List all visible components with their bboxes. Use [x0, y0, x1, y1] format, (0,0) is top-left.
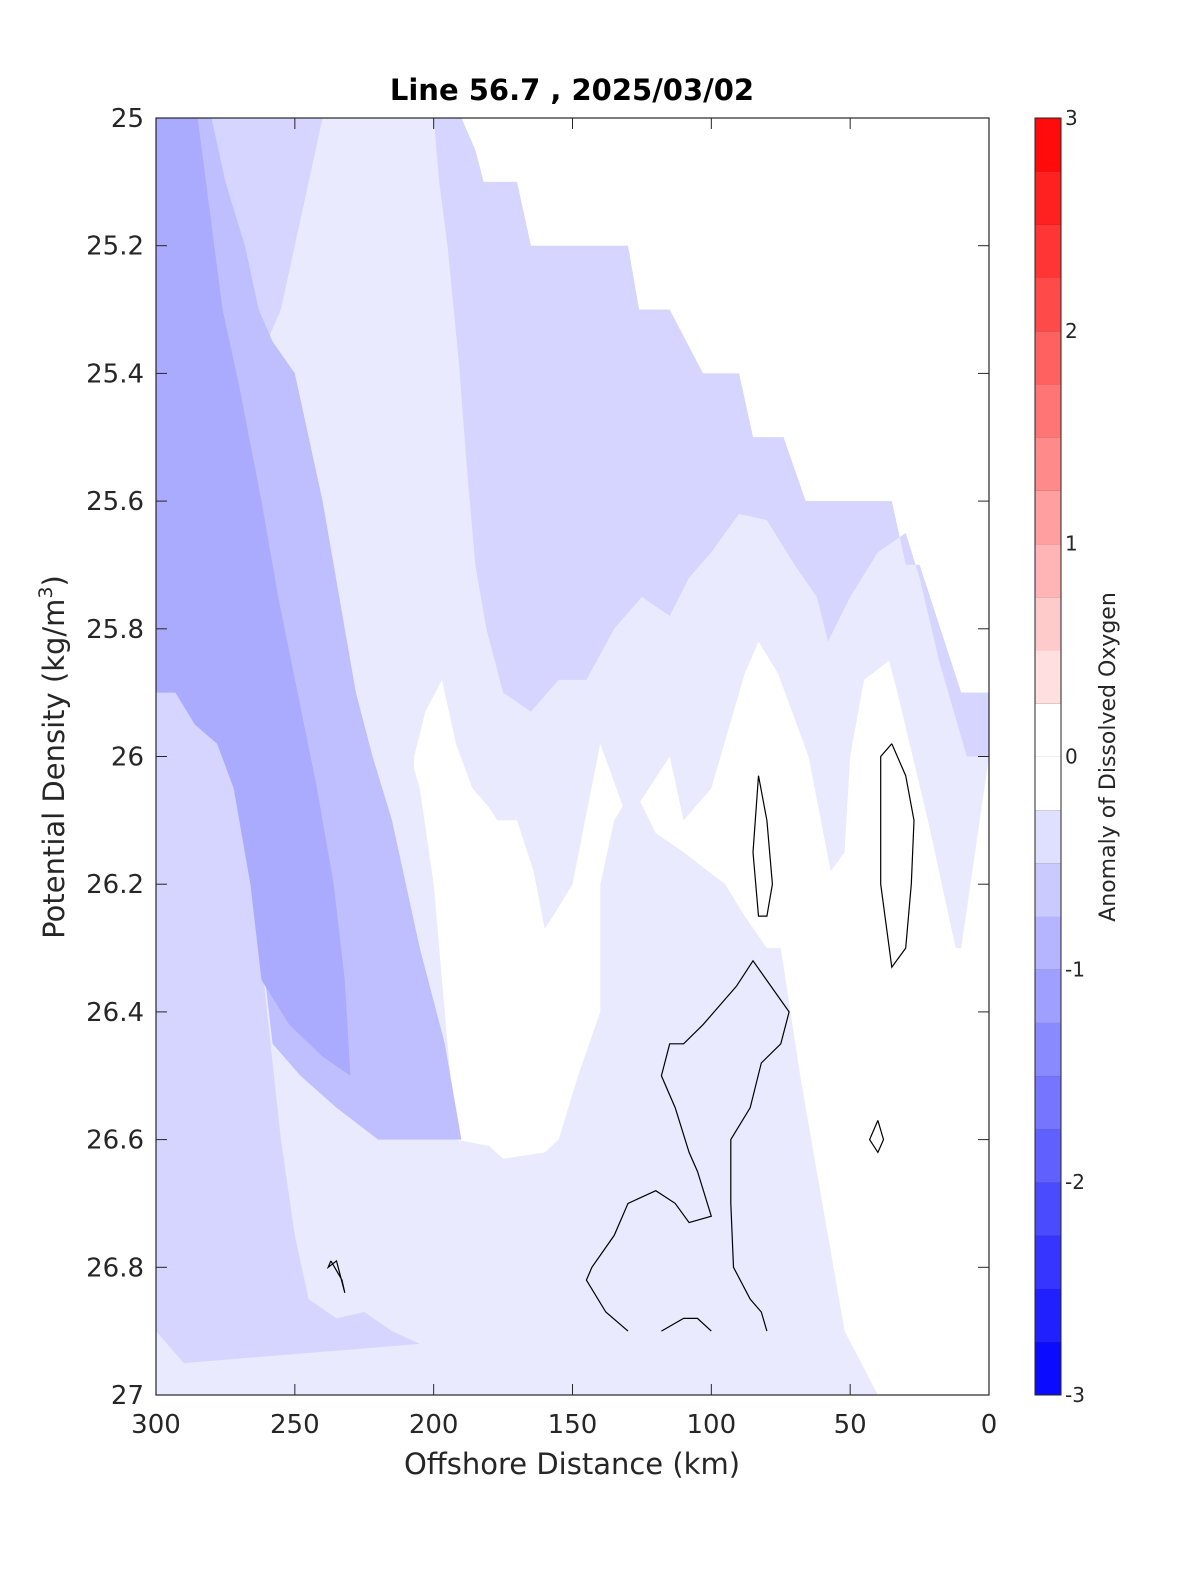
colorbar-segment — [1035, 490, 1061, 545]
contour-line-zero-0 — [752, 775, 774, 917]
colorbar-segment — [1035, 916, 1061, 970]
contour-line-zero-4 — [730, 959, 790, 1332]
contour-lines — [326, 743, 915, 1332]
colorbar: -3 -2 -1 0 1 2 3 — [1034, 106, 1085, 1407]
y-tick-label: 27 — [111, 1381, 144, 1411]
contour-fills — [156, 118, 989, 1395]
colorbar-segment — [1035, 118, 1061, 172]
contour-line-zero-1 — [880, 743, 915, 969]
y-axis-label-superscript: 3 — [35, 586, 57, 598]
colorbar-segment — [1035, 224, 1061, 279]
colorbar-label: Anomaly of Dissolved Oxygen — [1096, 592, 1121, 922]
colorbar-segment — [1035, 862, 1061, 917]
y-tick-label: 25.2 — [86, 232, 144, 262]
y-tick-label: 26.4 — [86, 998, 144, 1028]
colorbar-tick-label: 1 — [1065, 532, 1078, 556]
y-tick-label: 26.6 — [86, 1126, 144, 1156]
y-axis-label-close: ) — [37, 575, 71, 586]
colorbar-tick-label: 2 — [1065, 319, 1078, 343]
colorbar-tick-label: -1 — [1065, 957, 1085, 981]
contour-line-zero-6 — [326, 1259, 346, 1293]
y-tick-label: 25.8 — [86, 615, 144, 645]
colorbar-tick-label: 3 — [1065, 106, 1078, 130]
colorbar-segment — [1035, 1235, 1061, 1289]
colorbar-segment — [1035, 809, 1061, 864]
colorbar-segment — [1035, 171, 1061, 225]
colorbar-frame — [1034, 117, 1062, 1396]
chart-title: Line 56.7 , 2025/03/02 — [390, 73, 754, 107]
y-tick-label: 25 — [111, 104, 144, 134]
colorbar-segment — [1035, 1182, 1061, 1236]
x-tick-label: 250 — [270, 1410, 320, 1440]
colorbar-segment — [1035, 1022, 1061, 1077]
x-tick-label: 0 — [981, 1410, 998, 1440]
y-tick-label: 26 — [111, 743, 144, 773]
colorbar-tick-label: -3 — [1065, 1383, 1085, 1407]
colorbar-segment — [1035, 969, 1061, 1023]
contour-fill-level-3 — [156, 118, 351, 1076]
contour-line-zero-5 — [868, 1120, 885, 1154]
x-tick-label: 50 — [834, 1410, 867, 1440]
colorbar-segment — [1035, 1128, 1061, 1183]
x-tick-label: 150 — [548, 1410, 598, 1440]
y-tick-label: 25.6 — [86, 487, 144, 517]
y-axis-ticks: 25 25.2 25.4 25.6 25.8 26 26.2 26.4 26.6 26.8 27 — [86, 104, 989, 1411]
y-tick-label: 26.8 — [86, 1253, 144, 1283]
x-tick-label: 300 — [131, 1410, 181, 1440]
colorbar-tick-label: 0 — [1065, 745, 1078, 769]
colorbar-segment — [1035, 703, 1061, 757]
colorbar-segment — [1035, 330, 1061, 385]
colorbar-tick-label: -2 — [1065, 1170, 1085, 1194]
contour-line-zero-3 — [661, 1317, 712, 1332]
x-tick-label: 100 — [687, 1410, 737, 1440]
colorbar-segment — [1035, 756, 1061, 811]
x-axis-label: Offshore Distance (km) — [404, 1447, 740, 1481]
colorbar-segment — [1035, 277, 1061, 332]
colorbar-segment — [1035, 1075, 1061, 1130]
colorbar-segment — [1035, 437, 1061, 491]
contour-line-zero-2 — [585, 986, 737, 1332]
y-axis-label-main: Potential Density (kg/m — [37, 599, 71, 939]
x-tick-label: 200 — [409, 1410, 459, 1440]
colorbar-segment — [1035, 650, 1061, 704]
y-tick-label: 25.4 — [86, 359, 144, 389]
colorbar-segment — [1035, 1288, 1061, 1343]
y-axis-label: Potential Density (kg/m3) — [35, 575, 71, 939]
y-tick-label: 26.2 — [86, 870, 144, 900]
colorbar-segment — [1035, 543, 1061, 598]
colorbar-segment — [1035, 596, 1061, 651]
x-axis-ticks: 300 250 200 150 100 50 0 — [131, 118, 997, 1440]
colorbar-segment — [1035, 1341, 1061, 1396]
colorbar-segment — [1035, 384, 1061, 438]
